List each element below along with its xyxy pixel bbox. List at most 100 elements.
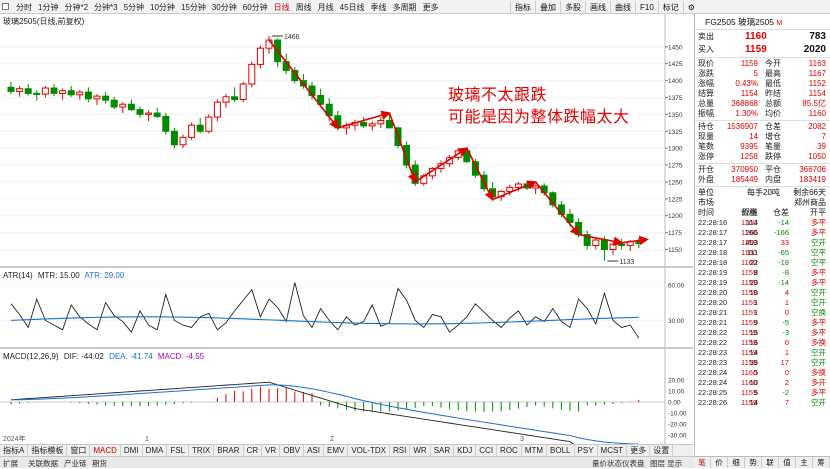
time-axis-label: 2 <box>330 436 334 443</box>
tape-cell: 14 <box>749 398 758 407</box>
quote-stat-row: 开仓 370950 平仓 366706 <box>695 165 830 175</box>
period-tab[interactable]: 周线 <box>295 2 312 12</box>
tool-button[interactable]: 多股 <box>560 0 585 14</box>
indicator-tab[interactable]: OBV <box>280 445 305 456</box>
tool-button[interactable]: 曲线 <box>610 0 635 14</box>
indicator-tab[interactable]: 指标模板 <box>28 445 68 456</box>
indicator-tab[interactable]: MACD <box>90 445 121 456</box>
indicator-tab[interactable]: SAR <box>431 445 455 456</box>
indicator-tab[interactable]: MCST <box>598 445 628 456</box>
tape-cell: 22:28:17 <box>698 228 728 237</box>
period-tab[interactable]: 分时 <box>16 2 32 12</box>
candle-body <box>93 95 101 100</box>
indicator-tab[interactable]: ROC <box>497 445 522 456</box>
status-expand[interactable]: 扩展 <box>3 459 18 468</box>
price-tick-label: 1450 <box>668 44 683 51</box>
quote-sub: M <box>776 20 783 27</box>
quote-tab[interactable]: 细 <box>728 457 745 468</box>
tape-row: 22:28:24 1160 10 2 多开 <box>695 378 830 388</box>
price-tick-label: 1275 <box>668 163 683 170</box>
tape-header-cell: 仓差 <box>773 208 789 217</box>
period-tab[interactable]: 分钟*3 <box>94 2 118 12</box>
quote-tab[interactable]: 势 <box>745 457 762 468</box>
quote-tab[interactable]: 值 <box>779 457 796 468</box>
period-tab[interactable]: 月线 <box>317 2 334 12</box>
tape-row: 22:28:19 1159 8 -8 多平 <box>695 268 830 278</box>
gear-icon[interactable]: ⚙ <box>682 0 699 14</box>
tape-cell: 空平 <box>811 248 826 257</box>
indicator-tab[interactable]: EMV <box>324 445 349 456</box>
quote-tab[interactable]: 联 <box>762 457 779 468</box>
checkbox[interactable] <box>2 3 9 10</box>
indicator-tab[interactable]: VR <box>262 445 281 456</box>
tape-cell: 1159 <box>741 338 758 347</box>
tape-cell: 1 <box>753 308 758 317</box>
indicator-tab[interactable]: CCI <box>476 445 498 456</box>
period-tab[interactable]: 60分钟 <box>242 2 268 12</box>
period-tab[interactable]: 15分钟 <box>180 2 206 12</box>
indicator-tab[interactable]: 更多 <box>627 445 651 456</box>
indicator-tab[interactable]: 设置 <box>650 445 674 456</box>
indicator-tab[interactable]: 窗口 <box>67 445 91 456</box>
tape-cell: 多平 <box>811 328 826 337</box>
status-item-futures[interactable]: 期货 <box>92 459 107 468</box>
indicator-tab[interactable]: RSI <box>390 445 411 456</box>
indicator-tab[interactable]: BOLL <box>547 445 575 456</box>
candle-body <box>360 121 368 127</box>
candle-body <box>50 87 58 94</box>
tape-row: 22:28:23 1159 14 1 空开 <box>695 348 830 358</box>
period-tab[interactable]: 季线 <box>370 2 387 12</box>
period-tab[interactable]: 5分钟 <box>123 2 145 12</box>
trend-arrow <box>388 112 417 184</box>
tape-row: 22:28:17 1160 266 -166 多平 <box>695 228 830 238</box>
indicator-tab[interactable]: KDJ <box>454 445 477 456</box>
tool-button[interactable]: F10 <box>635 0 658 14</box>
tape-row: 22:28:24 1160 5 0 多换 <box>695 368 830 378</box>
period-tab[interactable]: 45日线 <box>339 2 365 12</box>
indicator-tab[interactable]: WR <box>410 445 431 456</box>
kline-chart[interactable]: 1450 1425 1400 1375 1350 1325 1300 1275 1250 1225… <box>0 14 693 454</box>
period-tab[interactable]: 1分钟 <box>38 2 59 12</box>
tool-button[interactable]: 指标 <box>510 0 535 14</box>
quote-tab[interactable]: 主 <box>796 457 813 468</box>
status-item-dashboard[interactable]: 量价状态仪表盘 <box>592 459 645 468</box>
indicator-tab[interactable]: DMA <box>143 445 168 456</box>
indicator-tab[interactable]: FSL <box>167 445 190 456</box>
quote-tab[interactable]: 价 <box>711 457 728 468</box>
quote-stat-row: 外盘 185449 内盘 183419 <box>695 175 830 185</box>
tape-cell: 空开 <box>811 358 826 367</box>
tool-button[interactable]: 标记 <box>657 0 683 14</box>
indicator-tab[interactable]: BRAR <box>214 445 244 456</box>
indicator-tab[interactable]: MTM <box>522 445 548 456</box>
tape-cell: 1160 <box>741 248 758 257</box>
stat-value: 1167 <box>808 69 826 78</box>
period-tab[interactable]: 10分钟 <box>150 2 175 12</box>
candle-body <box>84 91 92 100</box>
period-tab[interactable]: 日线 <box>273 2 290 12</box>
status-item-related[interactable]: 关联数据 <box>28 459 58 468</box>
tool-button[interactable]: 画线 <box>585 0 610 14</box>
period-tab[interactable]: 更多 <box>422 2 439 12</box>
annotation-line-1: 玻璃不太跟跌 <box>448 85 548 104</box>
status-item-layer[interactable]: 图层 显示 <box>650 459 683 468</box>
mtr-line <box>10 282 640 339</box>
candle-body <box>188 124 196 138</box>
indicator-tab[interactable]: 指标A <box>0 445 29 456</box>
quote-tab[interactable]: 筹 <box>813 457 830 468</box>
period-tab[interactable]: 多周期 <box>392 2 417 12</box>
status-item-chain[interactable]: 产业链 <box>64 459 87 468</box>
indicator-tab[interactable]: TRIX <box>189 445 215 456</box>
indicator-tab[interactable]: VOL-TDX <box>348 445 391 456</box>
indicator-tab[interactable]: CR <box>244 445 263 456</box>
tool-button[interactable]: 叠加 <box>535 0 560 14</box>
price-tick-label: 1250 <box>668 179 683 186</box>
tape-cell: 14 <box>749 348 758 357</box>
period-tab[interactable]: 30分钟 <box>211 2 237 12</box>
quote-stat-row: 笔数 9395 笔量 39 <box>695 142 830 152</box>
quote-tab[interactable]: 笔 <box>694 457 711 468</box>
indicator-tab[interactable]: PSY <box>575 445 598 456</box>
tape-cell: 22:28:16 <box>698 218 728 227</box>
indicator-tab[interactable]: DMI <box>121 445 143 456</box>
indicator-tab[interactable]: ASI <box>304 445 324 456</box>
period-tab[interactable]: 分钟*2 <box>64 2 89 12</box>
